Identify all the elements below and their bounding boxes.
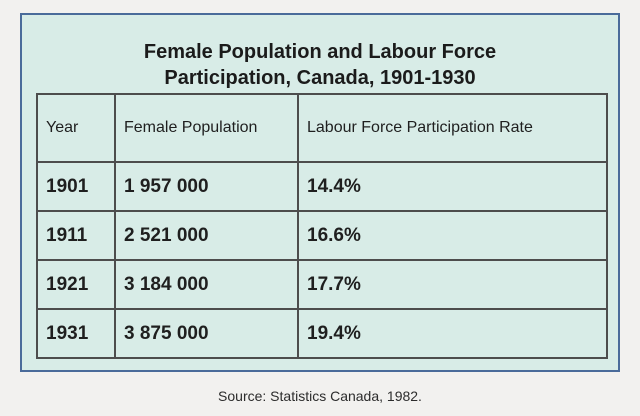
female-population-cell: 2 521 000 [114, 210, 299, 261]
female-population-cell: 3 875 000 [114, 308, 299, 359]
source-caption: Source: Statistics Canada, 1982. [218, 388, 422, 404]
year-cell: 1921 [36, 259, 116, 310]
column-header-female-population: Female Population [114, 93, 299, 163]
table-panel: Female Population and Labour Force Parti… [20, 13, 620, 372]
column-header-participation-rate: Labour Force Participation Rate [297, 93, 608, 163]
year-cell: 1901 [36, 161, 116, 212]
table-row: 1911 2 521 000 16.6% [36, 210, 608, 261]
table-header-row: Year Female Population Labour Force Part… [36, 93, 608, 163]
table-title: Female Population and Labour Force Parti… [22, 39, 618, 91]
participation-rate-cell: 19.4% [297, 308, 608, 359]
participation-rate-cell: 17.7% [297, 259, 608, 310]
table-row: 1921 3 184 000 17.7% [36, 259, 608, 310]
table-row: 1931 3 875 000 19.4% [36, 308, 608, 359]
participation-rate-cell: 16.6% [297, 210, 608, 261]
female-population-cell: 1 957 000 [114, 161, 299, 212]
year-cell: 1931 [36, 308, 116, 359]
year-cell: 1911 [36, 210, 116, 261]
data-table: Year Female Population Labour Force Part… [36, 93, 608, 359]
table-title-line-1: Female Population and Labour Force [143, 41, 497, 63]
column-header-year: Year [36, 93, 116, 163]
table-title-line-2: Participation, Canada, 1901-1930 [164, 67, 476, 89]
participation-rate-cell: 14.4% [297, 161, 608, 212]
female-population-cell: 3 184 000 [114, 259, 299, 310]
table-row: 1901 1 957 000 14.4% [36, 161, 608, 212]
